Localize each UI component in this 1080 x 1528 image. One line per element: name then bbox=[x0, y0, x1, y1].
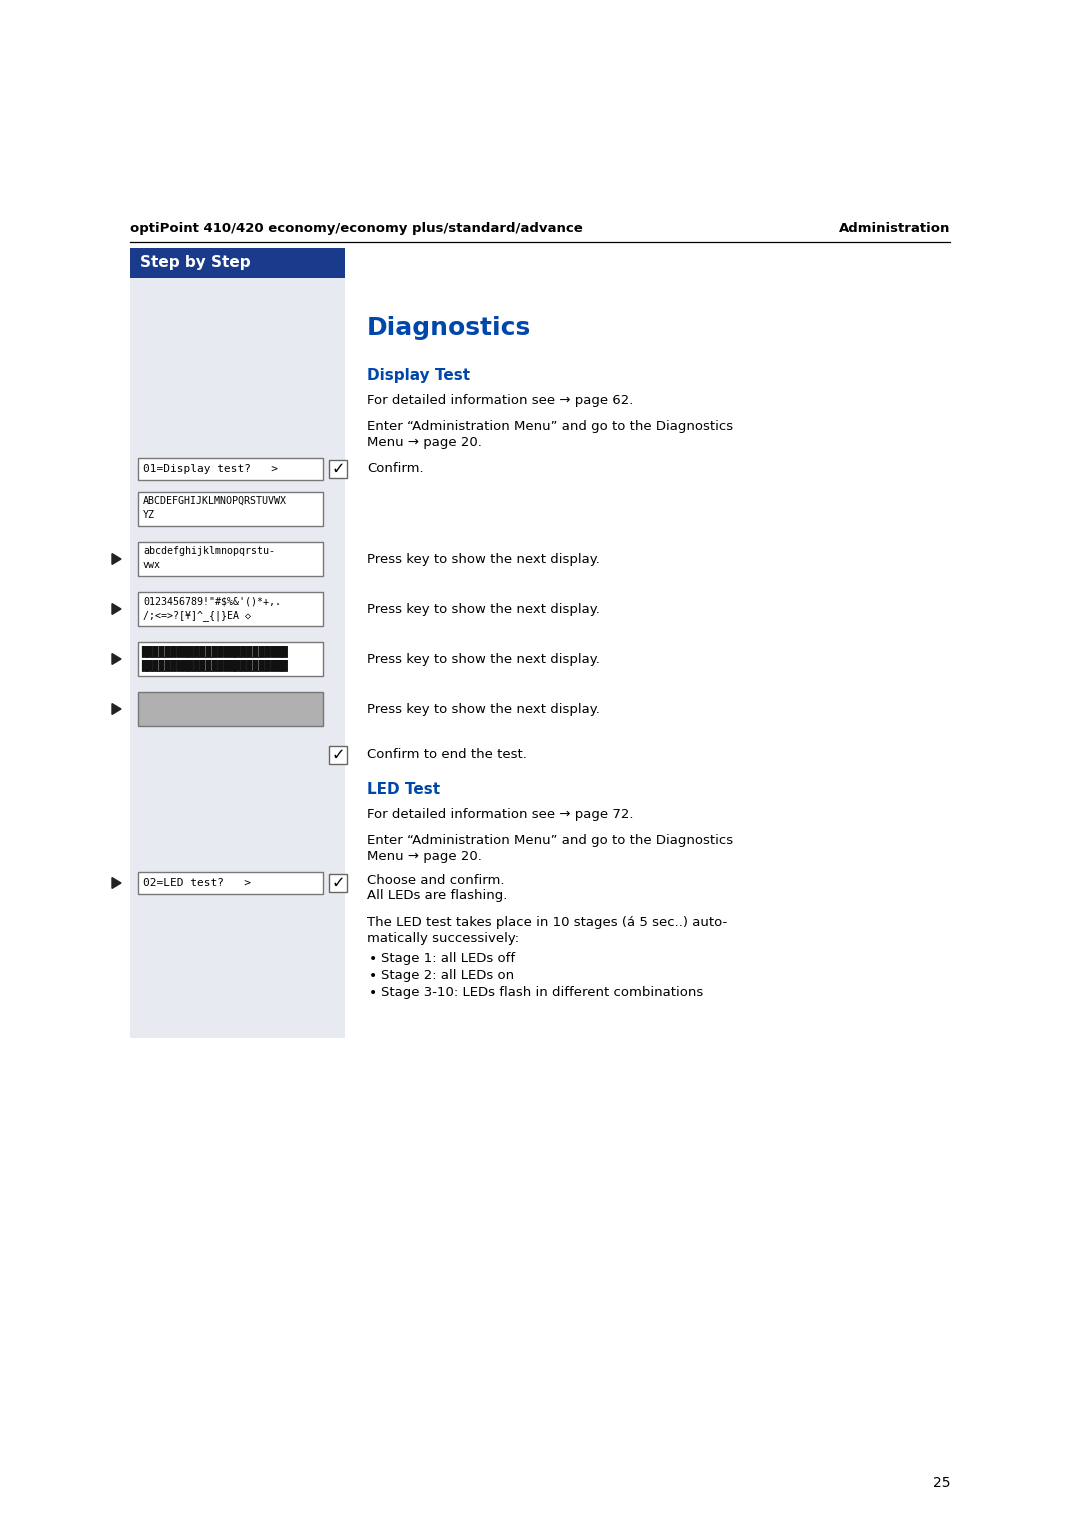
Text: Diagnostics: Diagnostics bbox=[367, 316, 531, 341]
Text: Enter “Administration Menu” and go to the Diagnostics: Enter “Administration Menu” and go to th… bbox=[367, 834, 733, 847]
FancyBboxPatch shape bbox=[138, 591, 323, 626]
Polygon shape bbox=[112, 604, 121, 614]
FancyBboxPatch shape bbox=[329, 460, 347, 478]
FancyBboxPatch shape bbox=[329, 746, 347, 764]
Text: Press key to show the next display.: Press key to show the next display. bbox=[367, 553, 599, 565]
Text: For detailed information see → page 72.: For detailed information see → page 72. bbox=[367, 808, 634, 821]
Text: Administration: Administration bbox=[839, 222, 950, 235]
Text: Enter “Administration Menu” and go to the Diagnostics: Enter “Administration Menu” and go to th… bbox=[367, 420, 733, 432]
Text: vwx: vwx bbox=[143, 559, 161, 570]
Text: Display Test: Display Test bbox=[367, 368, 470, 384]
Text: 25: 25 bbox=[932, 1476, 950, 1490]
Text: Step by Step: Step by Step bbox=[140, 255, 251, 270]
FancyBboxPatch shape bbox=[138, 458, 323, 480]
Text: abcdefghijklmnopqrstu-: abcdefghijklmnopqrstu- bbox=[143, 545, 275, 556]
Text: Choose and confirm.: Choose and confirm. bbox=[367, 874, 504, 886]
Polygon shape bbox=[112, 654, 121, 665]
Text: optiPoint 410/420 economy/economy plus/standard/advance: optiPoint 410/420 economy/economy plus/s… bbox=[130, 222, 583, 235]
FancyBboxPatch shape bbox=[138, 492, 323, 526]
Text: ✓: ✓ bbox=[332, 747, 345, 762]
Text: For detailed information see → page 62.: For detailed information see → page 62. bbox=[367, 394, 633, 406]
FancyBboxPatch shape bbox=[138, 872, 323, 894]
FancyBboxPatch shape bbox=[138, 692, 323, 726]
Text: YZ: YZ bbox=[143, 510, 156, 520]
Text: 0123456789!"#$%&'()*+,.: 0123456789!"#$%&'()*+,. bbox=[143, 596, 281, 607]
Polygon shape bbox=[112, 877, 121, 888]
Text: Press key to show the next display.: Press key to show the next display. bbox=[367, 602, 599, 616]
Text: The LED test takes place in 10 stages (á 5 sec..) auto-: The LED test takes place in 10 stages (á… bbox=[367, 915, 727, 929]
Text: LED Test: LED Test bbox=[367, 782, 441, 798]
Text: Press key to show the next display.: Press key to show the next display. bbox=[367, 652, 599, 666]
Text: ABCDEFGHIJKLMNOPQRSTUVWX: ABCDEFGHIJKLMNOPQRSTUVWX bbox=[143, 497, 287, 506]
Text: •: • bbox=[369, 969, 377, 983]
Text: •: • bbox=[369, 986, 377, 999]
FancyBboxPatch shape bbox=[130, 248, 345, 1038]
Text: Confirm to end the test.: Confirm to end the test. bbox=[367, 749, 527, 761]
Text: Stage 1: all LEDs off: Stage 1: all LEDs off bbox=[381, 952, 515, 966]
Text: Press key to show the next display.: Press key to show the next display. bbox=[367, 703, 599, 715]
Text: █████████████████████████: █████████████████████████ bbox=[141, 645, 288, 657]
Text: All LEDs are flashing.: All LEDs are flashing. bbox=[367, 889, 508, 902]
Polygon shape bbox=[112, 553, 121, 564]
FancyBboxPatch shape bbox=[130, 248, 345, 278]
Text: ✓: ✓ bbox=[332, 461, 345, 477]
Text: matically successively:: matically successively: bbox=[367, 932, 519, 944]
Polygon shape bbox=[112, 703, 121, 715]
Text: ✓: ✓ bbox=[332, 876, 345, 891]
Text: •: • bbox=[369, 952, 377, 966]
Text: Menu → page 20.: Menu → page 20. bbox=[367, 435, 482, 449]
Text: █████████████████████████: █████████████████████████ bbox=[141, 659, 288, 671]
Text: Stage 2: all LEDs on: Stage 2: all LEDs on bbox=[381, 969, 514, 983]
FancyBboxPatch shape bbox=[138, 542, 323, 576]
Text: 02=LED test?   >: 02=LED test? > bbox=[143, 879, 251, 888]
Text: Menu → page 20.: Menu → page 20. bbox=[367, 850, 482, 863]
Text: Confirm.: Confirm. bbox=[367, 463, 423, 475]
Text: /;<=>?[¥]^_{|}EA ◇: /;<=>?[¥]^_{|}EA ◇ bbox=[143, 610, 251, 620]
FancyBboxPatch shape bbox=[329, 874, 347, 892]
Text: 01=Display test?   >: 01=Display test? > bbox=[143, 465, 278, 474]
Text: Stage 3-10: LEDs flash in different combinations: Stage 3-10: LEDs flash in different comb… bbox=[381, 986, 703, 999]
FancyBboxPatch shape bbox=[138, 642, 323, 675]
